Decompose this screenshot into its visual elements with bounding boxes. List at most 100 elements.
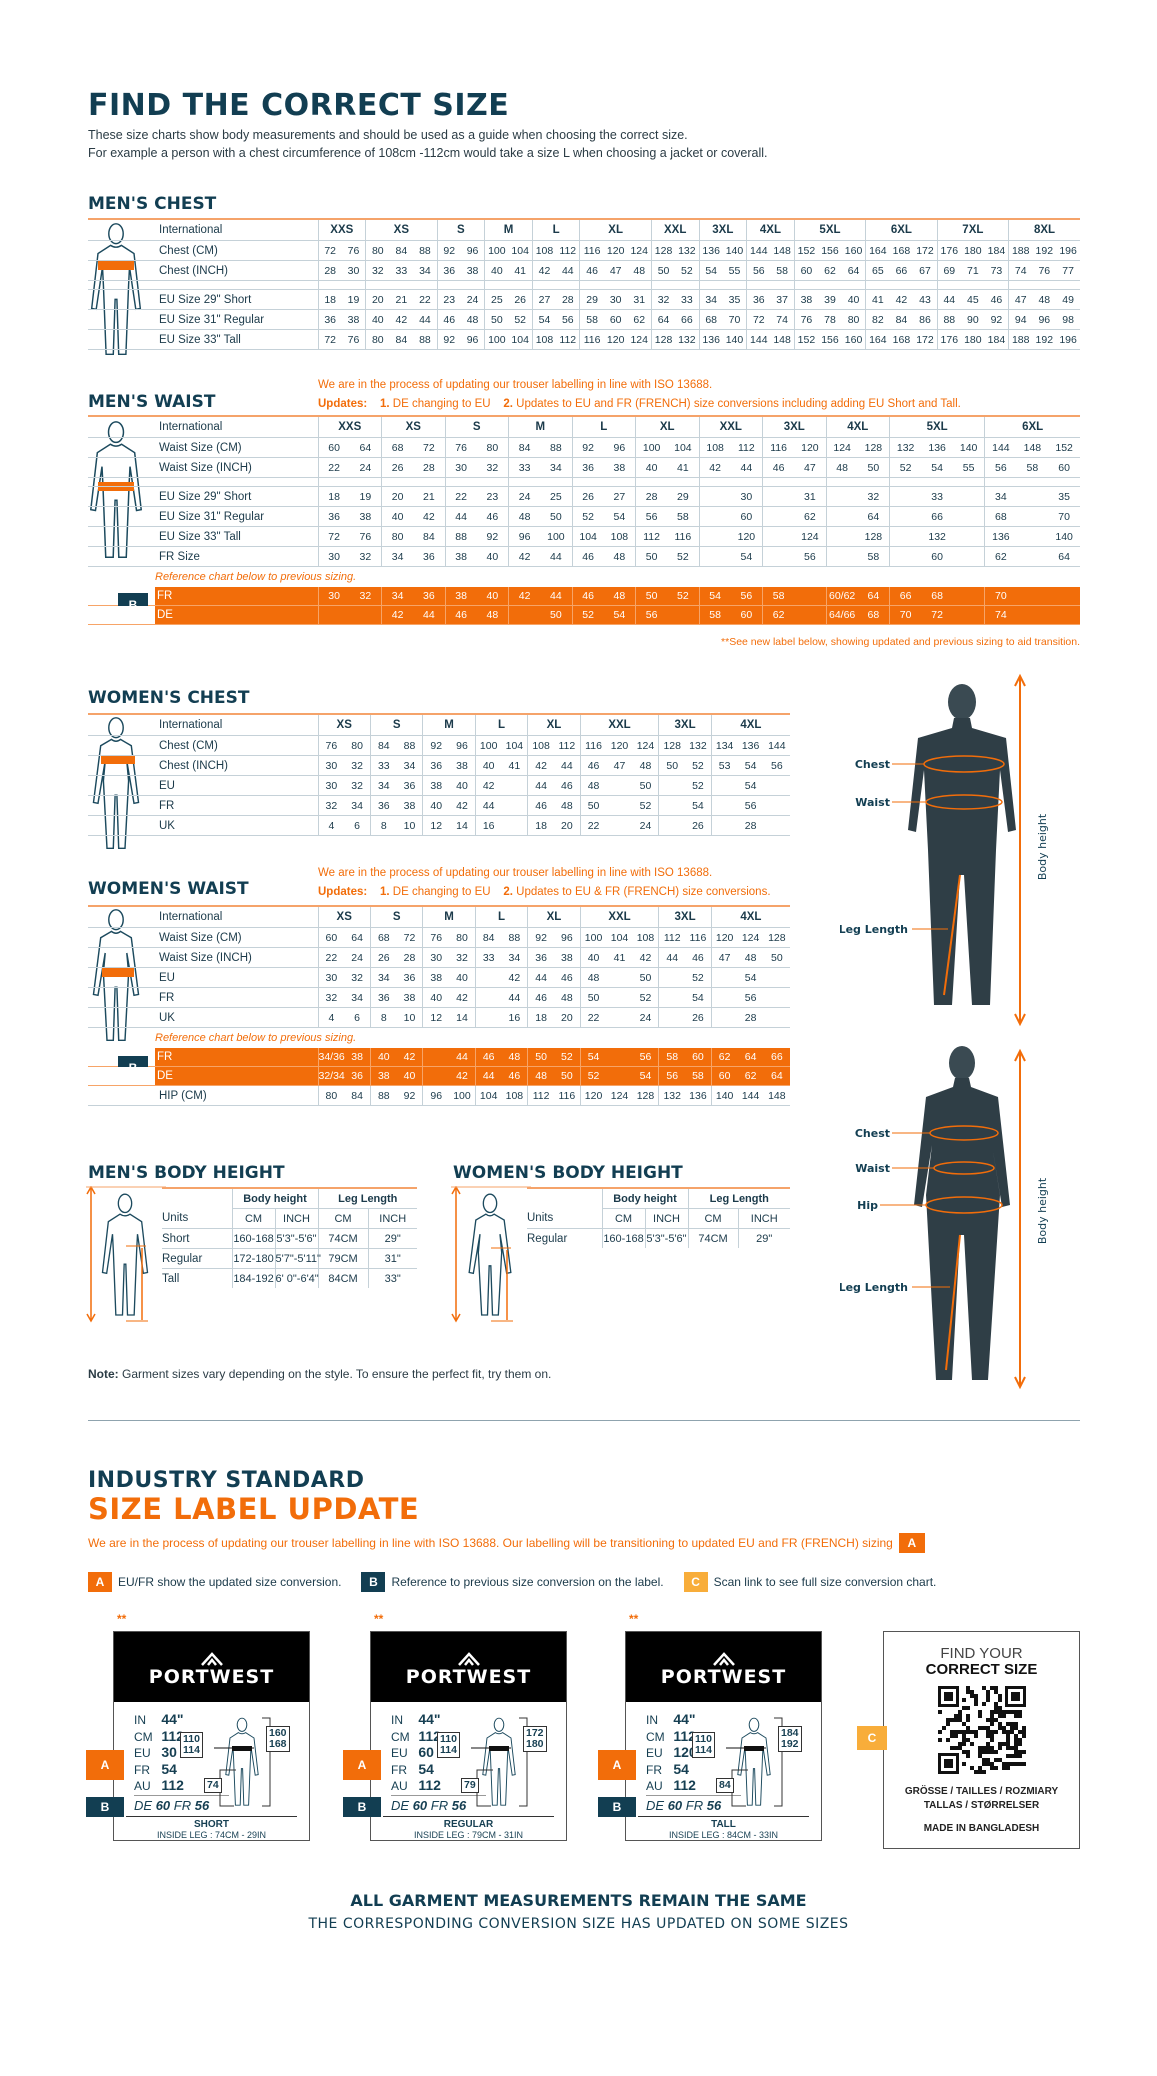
cell: 128 — [658, 735, 686, 756]
cell: 44 — [501, 987, 528, 1008]
cell: 72 — [317, 526, 350, 547]
cell: 96 — [422, 1085, 450, 1106]
size-header: S — [369, 714, 423, 736]
size-header-row: International XS S M L XL XXL 3XL 4XL — [88, 906, 790, 928]
de-value: 60 — [155, 1798, 171, 1813]
reference-note-row: Reference chart below to previous sizing… — [88, 1028, 790, 1049]
cell: 52 — [579, 1066, 607, 1086]
cell — [606, 1066, 633, 1086]
row-label-text: FR — [159, 799, 175, 812]
cell: 38 — [422, 775, 450, 796]
waist-max: 114 — [183, 1744, 200, 1756]
portwest-logo-icon — [713, 1652, 735, 1666]
new-label-marker: ** — [629, 1612, 639, 1626]
cell: 36 — [344, 1066, 371, 1086]
size-value: 44" — [673, 1711, 696, 1727]
qr-code-icon[interactable] — [937, 1686, 1026, 1774]
cell: 50 — [763, 947, 790, 968]
cell: 128 — [650, 329, 676, 350]
size-value-row: CM 112 — [134, 1728, 184, 1746]
cell: 50 — [527, 1048, 554, 1067]
cell: 36 — [396, 775, 423, 796]
cell: 44 — [936, 289, 961, 310]
size-header: S — [436, 219, 485, 241]
cell: 42 — [449, 795, 476, 816]
cell: 62 — [794, 506, 826, 527]
cell: 69 — [936, 260, 961, 281]
cell: 38 — [449, 755, 476, 776]
table-row: Tall 184-192 6' 0"-6'4" 84CM 33" — [162, 1268, 417, 1288]
cell: 84 — [508, 437, 541, 458]
table-row: Chest (CM) 72 76 80 84 88 92 96 100 104 108 112 116 1… — [88, 240, 1080, 261]
cell: 44 — [474, 795, 502, 816]
cell: 76 — [317, 735, 345, 756]
cell: 31 — [627, 289, 652, 310]
cell: 92 — [571, 437, 604, 458]
cell: 10 — [396, 815, 423, 836]
cell: 42 — [527, 755, 554, 776]
row-label: FR Size — [88, 546, 318, 567]
size-system: FR — [646, 1762, 662, 1777]
row-label-text: UK — [159, 819, 175, 832]
cell: 34 — [413, 260, 438, 281]
cell: 60 — [730, 506, 763, 527]
cell: 50 — [650, 260, 676, 281]
table-row: Waist Size (CM) 60 64 68 72 76 80 84 88 92 96 100 10… — [88, 927, 790, 948]
cell: 36 — [571, 457, 604, 478]
men-body-height-title: MEN'S BODY HEIGHT — [88, 1163, 285, 1183]
size-value: 112 — [418, 1727, 441, 1744]
cell: 34 — [698, 289, 723, 310]
cell: 124 — [825, 437, 858, 458]
size-system: CM — [391, 1729, 410, 1744]
intro-text: These size charts show body measurements… — [88, 126, 768, 162]
de-label: DE — [134, 1798, 153, 1813]
cell: 20 — [365, 289, 390, 310]
cell: 46 — [685, 947, 712, 968]
men-waist-title: MEN'S WAIST — [88, 392, 216, 412]
cell: 80 — [476, 437, 509, 458]
cell — [508, 605, 541, 625]
cell: 64 — [857, 506, 890, 527]
cell: 33 — [508, 457, 541, 478]
size-system: AU — [646, 1779, 663, 1793]
cell: 88 — [540, 437, 572, 458]
cell: 124 — [632, 735, 659, 756]
size-system: EU — [391, 1746, 408, 1760]
table-row: DE 42 44 46 48 50 52 54 56 58 60 62 64/66 68 70 72 74 — [88, 605, 1080, 625]
cell: 50 — [579, 795, 607, 816]
row-label: Chest (CM) — [88, 735, 318, 756]
cell: 44 — [413, 309, 438, 330]
table-row: Chest (INCH) 30 32 33 34 36 38 40 41 42 44 46 47 48 50… — [88, 755, 790, 776]
cell: 144 — [763, 735, 790, 756]
cell: 140 — [953, 437, 985, 458]
cell: 132 — [675, 240, 699, 261]
size-header: XXS — [317, 416, 382, 438]
size-header: 7XL — [936, 219, 1009, 241]
cell: 62 — [984, 546, 1017, 567]
cell: 44 — [527, 775, 554, 796]
row-label-text: DE — [157, 1070, 173, 1082]
cell: 42 — [508, 587, 541, 606]
cell: 40 — [579, 947, 607, 968]
cell: 92 — [422, 735, 450, 756]
size-value-row: AU 112 — [646, 1777, 697, 1795]
cell — [762, 526, 795, 547]
cell: 62 — [818, 260, 842, 281]
row-label-text: EU Size 33" Tall — [159, 530, 241, 543]
cell: 31 — [794, 486, 826, 507]
cell: 92 — [527, 927, 554, 948]
cell: 29" — [367, 1228, 417, 1249]
leg-box: 84 — [716, 1778, 734, 1793]
header-label: International — [88, 906, 318, 928]
cell: 43 — [913, 289, 938, 310]
height-box: 172 180 — [523, 1726, 547, 1752]
cell — [501, 795, 528, 816]
cell: 80 — [449, 927, 476, 948]
cell: 54 — [632, 1066, 659, 1086]
cell: 144 — [984, 437, 1017, 458]
cell: 30 — [317, 775, 345, 796]
cell: 48 — [825, 457, 858, 478]
update-2: Updates to EU and FR (FRENCH) size conve… — [516, 398, 961, 410]
row-label: Waist Size (INCH) — [88, 457, 318, 478]
cell — [825, 486, 858, 507]
